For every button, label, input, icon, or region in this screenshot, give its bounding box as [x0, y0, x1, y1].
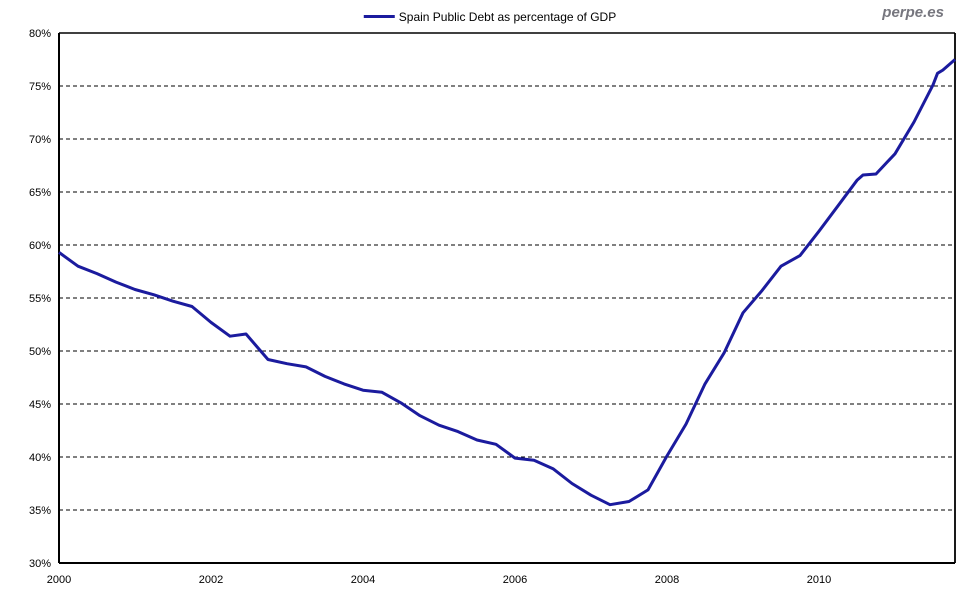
- y-axis-label: 60%: [29, 240, 51, 252]
- debt-line: [58, 58, 956, 507]
- y-axis-label: 40%: [29, 452, 51, 464]
- legend-label: Spain Public Debt as percentage of GDP: [398, 10, 617, 24]
- y-axis-label: 30%: [29, 558, 51, 570]
- y-axis-label: 80%: [29, 28, 51, 40]
- x-axis-label: 2002: [199, 574, 223, 586]
- legend-line-marker: [363, 15, 395, 19]
- y-axis-label: 75%: [29, 81, 51, 93]
- x-axis-label: 2004: [351, 574, 375, 586]
- y-axis-label: 45%: [29, 399, 51, 411]
- y-axis-label: 65%: [29, 187, 51, 199]
- y-axis-label: 35%: [29, 505, 51, 517]
- x-axis-label: 2000: [47, 574, 71, 586]
- y-axis-label: 55%: [29, 293, 51, 305]
- x-axis-label: 2010: [807, 574, 831, 586]
- y-axis-label: 70%: [29, 134, 51, 146]
- x-axis-label: 2006: [503, 574, 527, 586]
- x-axis-label: 2008: [655, 574, 679, 586]
- y-axis-label: 50%: [29, 346, 51, 358]
- watermark: perpe.es: [882, 4, 944, 21]
- chart-legend: Spain Public Debt as percentage of GDP: [363, 10, 617, 25]
